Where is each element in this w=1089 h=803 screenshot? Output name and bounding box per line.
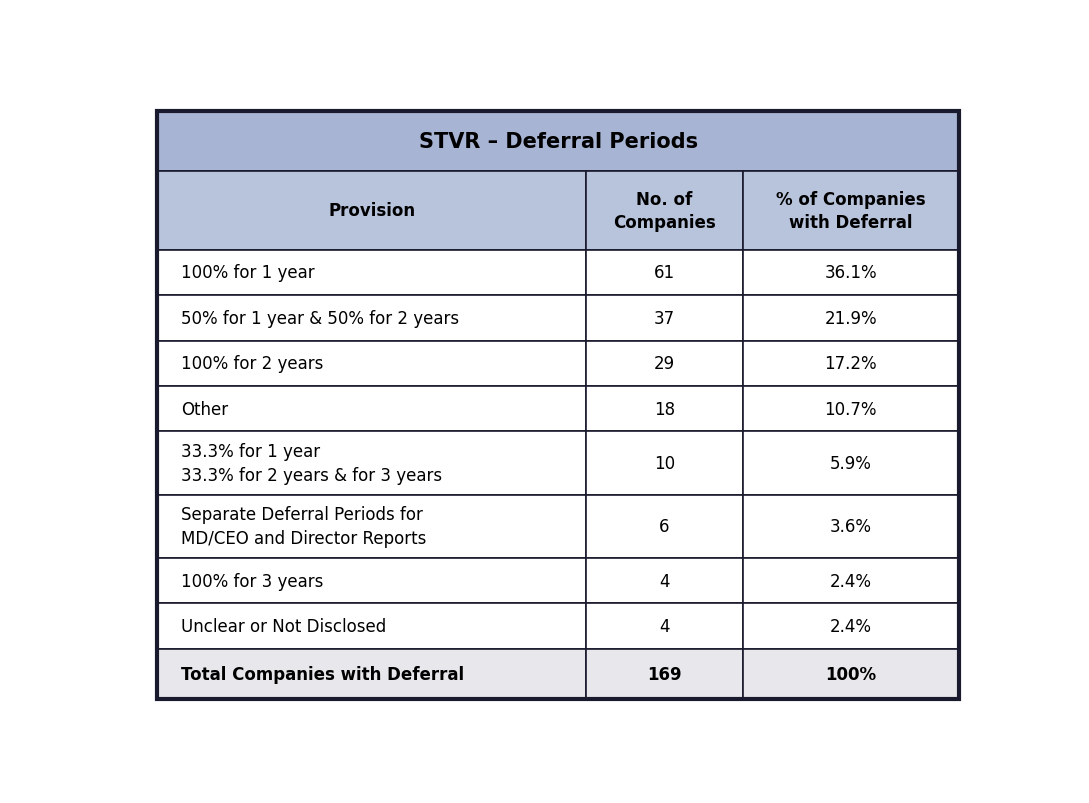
Text: Unclear or Not Disclosed: Unclear or Not Disclosed xyxy=(181,618,387,635)
Text: Total Companies with Deferral: Total Companies with Deferral xyxy=(181,665,464,683)
Text: 6: 6 xyxy=(659,518,670,536)
Text: % of Companies
with Deferral: % of Companies with Deferral xyxy=(776,190,926,232)
Text: 29: 29 xyxy=(653,355,675,373)
Text: 3.6%: 3.6% xyxy=(830,518,872,536)
Bar xyxy=(157,386,586,432)
Text: 100% for 1 year: 100% for 1 year xyxy=(181,264,315,282)
Text: 100% for 2 years: 100% for 2 years xyxy=(181,355,323,373)
Bar xyxy=(586,558,743,604)
Text: Provision: Provision xyxy=(328,202,415,220)
Text: 37: 37 xyxy=(653,309,675,328)
Bar xyxy=(586,172,743,251)
Bar xyxy=(157,432,586,495)
Text: 100%: 100% xyxy=(825,665,877,683)
Text: 10.7%: 10.7% xyxy=(824,400,877,418)
Bar xyxy=(743,386,959,432)
Text: 10: 10 xyxy=(653,454,675,472)
Bar xyxy=(586,251,743,296)
Bar xyxy=(586,604,743,649)
Bar xyxy=(157,495,586,558)
Bar xyxy=(157,296,586,341)
Bar xyxy=(743,649,959,699)
Bar xyxy=(743,604,959,649)
Text: 33.3% for 1 year
33.3% for 2 years & for 3 years: 33.3% for 1 year 33.3% for 2 years & for… xyxy=(181,442,442,484)
Bar xyxy=(157,649,586,699)
Text: 18: 18 xyxy=(653,400,675,418)
Bar xyxy=(157,604,586,649)
Text: 2.4%: 2.4% xyxy=(830,618,872,635)
Text: 4: 4 xyxy=(659,618,670,635)
Bar xyxy=(586,386,743,432)
Text: Other: Other xyxy=(181,400,229,418)
Text: 100% for 3 years: 100% for 3 years xyxy=(181,572,323,590)
Bar xyxy=(743,341,959,386)
Text: 61: 61 xyxy=(653,264,675,282)
Text: 17.2%: 17.2% xyxy=(824,355,877,373)
Bar xyxy=(743,432,959,495)
Bar xyxy=(586,649,743,699)
Bar xyxy=(586,296,743,341)
Text: Separate Deferral Periods for
MD/CEO and Director Reports: Separate Deferral Periods for MD/CEO and… xyxy=(181,506,427,548)
Text: STVR – Deferral Periods: STVR – Deferral Periods xyxy=(418,132,698,152)
Bar xyxy=(157,558,586,604)
Bar xyxy=(743,495,959,558)
Bar xyxy=(157,341,586,386)
Bar xyxy=(157,112,959,172)
Text: 21.9%: 21.9% xyxy=(824,309,877,328)
Text: 36.1%: 36.1% xyxy=(824,264,877,282)
Bar xyxy=(743,172,959,251)
Bar xyxy=(157,251,586,296)
Text: 4: 4 xyxy=(659,572,670,590)
Bar xyxy=(586,495,743,558)
Bar xyxy=(157,172,586,251)
Bar xyxy=(586,341,743,386)
Bar xyxy=(743,558,959,604)
Text: 5.9%: 5.9% xyxy=(830,454,871,472)
Bar xyxy=(743,251,959,296)
Text: 2.4%: 2.4% xyxy=(830,572,872,590)
Bar xyxy=(743,296,959,341)
Bar xyxy=(586,432,743,495)
Text: 169: 169 xyxy=(647,665,682,683)
Text: No. of
Companies: No. of Companies xyxy=(613,190,715,232)
Text: 50% for 1 year & 50% for 2 years: 50% for 1 year & 50% for 2 years xyxy=(181,309,460,328)
